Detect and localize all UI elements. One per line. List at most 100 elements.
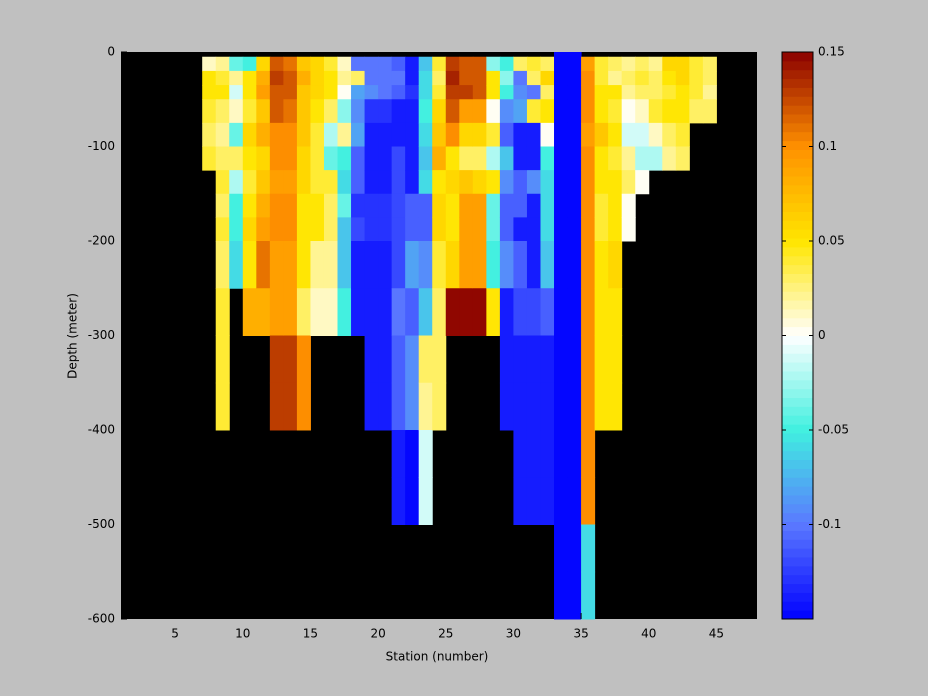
heatmap-cell <box>459 170 474 195</box>
heatmap-cell <box>608 193 623 218</box>
heatmap-cell <box>405 56 420 72</box>
x-tick-label: 5 <box>171 627 179 641</box>
heatmap-cell <box>432 56 447 72</box>
heatmap-cell <box>256 193 271 218</box>
heatmap-cell <box>391 335 406 384</box>
heatmap-cell <box>202 99 217 124</box>
heatmap-cell <box>418 217 433 242</box>
heatmap-cell <box>337 85 352 100</box>
heatmap-cell <box>554 430 569 478</box>
heatmap-cell <box>472 217 487 242</box>
heatmap-cell <box>378 382 393 431</box>
heatmap-cell <box>554 122 569 147</box>
colorbar-swatch <box>782 105 813 115</box>
colorbar-swatch <box>782 122 813 133</box>
heatmap-cell <box>540 56 555 72</box>
heatmap-cell <box>635 85 650 100</box>
colorbar-swatch <box>782 202 813 212</box>
heatmap-cell <box>540 170 555 195</box>
heatmap-cell <box>554 193 569 218</box>
heatmap-cell <box>445 122 460 147</box>
heatmap-cell <box>351 85 366 100</box>
heatmap-cell <box>554 170 569 195</box>
heatmap-cell <box>554 382 569 431</box>
heatmap-cell <box>351 288 366 336</box>
heatmap-cell <box>499 217 514 242</box>
heatmap-cell <box>296 146 311 171</box>
heatmap-cell <box>675 70 690 86</box>
colorbar-swatch <box>782 530 813 540</box>
heatmap-cell <box>283 288 298 336</box>
colorbar-swatch <box>782 574 813 585</box>
heatmap-cell <box>513 288 528 336</box>
colorbar-tick-label: 0.1 <box>818 139 837 153</box>
heatmap-cell <box>364 241 379 289</box>
heatmap-cell <box>296 335 311 384</box>
colorbar-swatch <box>782 78 813 88</box>
heatmap-cell <box>242 56 257 72</box>
colorbar-swatch <box>782 326 813 336</box>
heatmap-cell <box>269 122 284 147</box>
heatmap-cell <box>418 430 433 478</box>
colorbar-swatch <box>782 158 813 168</box>
heatmap-cell <box>378 122 393 147</box>
colorbar-tick-label: 0 <box>818 328 826 342</box>
heatmap-cell <box>351 70 366 86</box>
heatmap-cell <box>391 193 406 218</box>
colorbar-swatch <box>782 238 813 248</box>
heatmap-cell <box>296 193 311 218</box>
heatmap-cell <box>337 56 352 72</box>
colorbar-tick-label: 0.15 <box>818 45 845 59</box>
heatmap-cell <box>513 217 528 242</box>
heatmap-cell <box>608 288 623 336</box>
heatmap-cell <box>432 335 447 384</box>
heatmap-cell <box>554 524 569 573</box>
heatmap-cell <box>581 70 596 86</box>
heatmap-cell <box>513 170 528 195</box>
heatmap-cell <box>432 288 447 336</box>
heatmap-cell <box>513 146 528 171</box>
heatmap-cell <box>540 217 555 242</box>
y-tick-label: -100 <box>88 139 115 153</box>
heatmap-cell <box>215 56 230 72</box>
heatmap-cell <box>391 70 406 86</box>
heatmap-cell <box>526 335 541 384</box>
heatmap-cell <box>526 288 541 336</box>
colorbar-swatch <box>782 273 813 283</box>
colorbar-swatch <box>782 503 813 514</box>
heatmap-cell <box>405 99 420 124</box>
heatmap-cell <box>540 382 555 431</box>
heatmap-cell <box>513 85 528 100</box>
heatmap-cell <box>486 241 501 289</box>
heatmap-cell <box>554 217 569 242</box>
heatmap-cell <box>229 122 244 147</box>
colorbar-swatch <box>782 69 813 80</box>
heatmap-cell <box>554 70 569 86</box>
heatmap-cell <box>391 288 406 336</box>
heatmap-cell <box>215 193 230 218</box>
heatmap-cell <box>486 56 501 72</box>
heatmap-cell <box>526 56 541 72</box>
heatmap-cell <box>581 99 596 124</box>
heatmap-cell <box>296 99 311 124</box>
heatmap-cell <box>621 99 636 124</box>
colorbar-swatch <box>782 450 813 461</box>
colorbar-swatch <box>782 211 813 221</box>
heatmap-cell <box>608 146 623 171</box>
x-tick-label: 10 <box>235 627 250 641</box>
heatmap-cell <box>540 146 555 171</box>
heatmap-cell <box>445 146 460 171</box>
colorbar-swatch <box>782 565 813 576</box>
heatmap-cell <box>513 335 528 384</box>
heatmap-cell <box>391 477 406 525</box>
heatmap-cell <box>486 170 501 195</box>
heatmap-cell <box>310 170 325 195</box>
heatmap-cell <box>567 193 582 218</box>
heatmap-cell <box>499 193 514 218</box>
heatmap-cell <box>486 70 501 86</box>
heatmap-cell <box>526 217 541 242</box>
heatmap-cell <box>459 85 474 100</box>
heatmap-cell <box>459 70 474 86</box>
heatmap-cell <box>391 56 406 72</box>
colorbar-swatch <box>782 96 813 106</box>
